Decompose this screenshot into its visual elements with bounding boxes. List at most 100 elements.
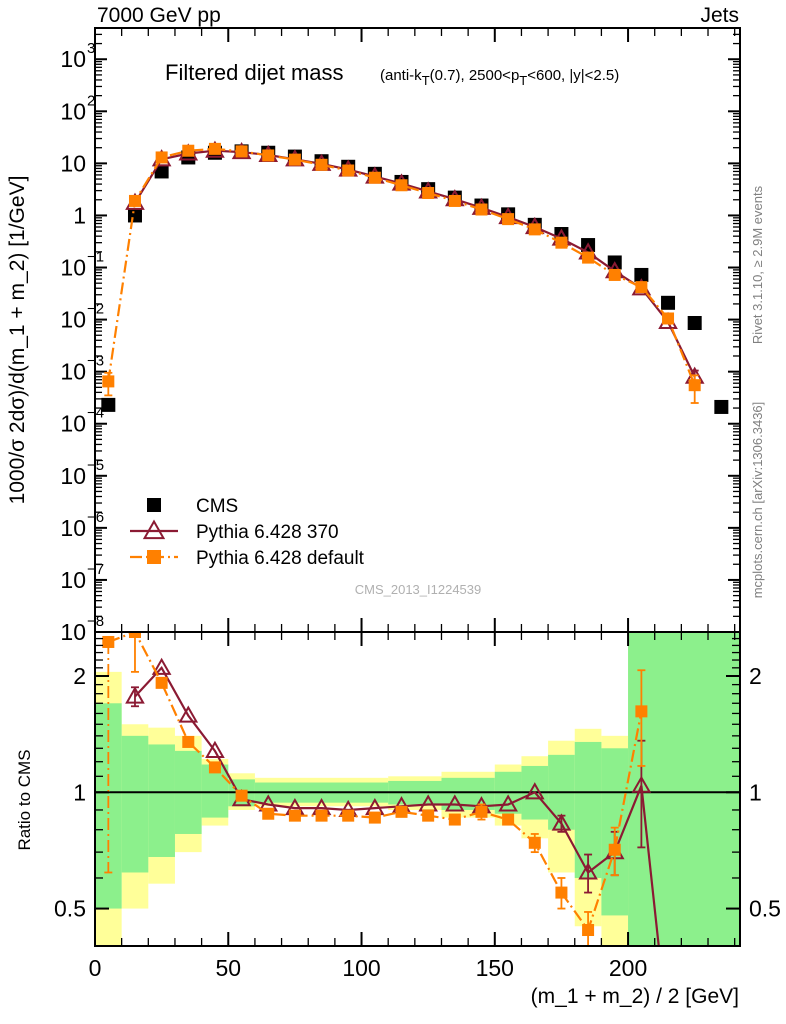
legend-label: CMS [196, 496, 238, 517]
y-tick-exponent: 2 [87, 92, 95, 109]
header-beam-label: 7000 GeV pp [97, 4, 221, 27]
data-point [182, 144, 195, 157]
ratio-data-point [578, 862, 598, 880]
ratio-data-point [555, 886, 568, 899]
ratio-data-point [125, 686, 145, 704]
ratio-data-point [128, 632, 141, 638]
rivet-version-label: Rivet 3.1.10, ≥ 2.9M events [750, 185, 765, 344]
ratio-data-point [524, 782, 545, 800]
data-point [154, 164, 169, 179]
y-tick-label-text: 10 [60, 46, 86, 72]
ratio-data-point [635, 705, 648, 718]
ratio-y-tick-label-right: 1 [749, 779, 762, 805]
y-tick-label-text: 10 [60, 515, 86, 541]
y-tick-label: 10 −1 [60, 249, 104, 281]
data-point [368, 171, 381, 184]
x-tick-label: 100 [342, 955, 380, 981]
y-tick-label: 10 −6 [60, 509, 104, 541]
legend-entry[interactable]: Pythia 6.428 default [130, 548, 365, 569]
data-point [582, 251, 595, 264]
y-tick-label: 10 2 [60, 92, 95, 124]
ratio-data-point [475, 805, 488, 818]
data-point [502, 213, 515, 226]
data-point [155, 151, 168, 164]
ratio-data-point [422, 809, 435, 822]
data-point [555, 236, 568, 249]
data-point [208, 142, 221, 155]
band-inner [121, 735, 149, 873]
legend-entry[interactable]: Pythia 6.428 370 [130, 519, 339, 543]
legend[interactable]: CMS Pythia 6.428 370 Pythia 6.428 default [130, 496, 365, 569]
x-tick-label: 200 [609, 955, 647, 981]
ratio-y-axis-label: Ratio to CMS [15, 749, 34, 850]
ratio-y-tick-label-right: 0.5 [749, 896, 781, 922]
data-point [448, 194, 461, 207]
data-point [661, 295, 676, 310]
ratio-y-tick-label: 2 [73, 663, 86, 689]
y-axis-label: 1000/σ 2dσ)/d(m_1 + m_2) [1/GeV] [6, 176, 29, 505]
ratio-series-pythia-6-428-default [102, 632, 648, 946]
ratio-data-point [288, 809, 301, 822]
ratio-data-point [178, 705, 199, 723]
y-tick-exponent: −6 [87, 509, 104, 526]
data-point [288, 153, 301, 166]
legend-label: Pythia 6.428 default [196, 548, 365, 569]
plot-title: Filtered dijet mass (anti-kT(0.7), 2500<… [165, 60, 619, 88]
ratio-data-point [498, 794, 518, 812]
y-tick-label: 10 3 [60, 40, 95, 72]
data-point [262, 149, 275, 162]
y-tick-label-text: 10 [60, 619, 86, 645]
plot-title-sub: (anti-kT(0.7), 2500<pT<600, |y|<2.5) [380, 67, 619, 88]
ratio-data-point [444, 794, 465, 812]
y-tick-label-text: 10 [60, 463, 86, 489]
legend-marker-filled-square [147, 550, 161, 564]
y-tick-exponent: −2 [87, 301, 104, 318]
x-tick-label: 50 [215, 955, 241, 981]
y-tick-exponent: −3 [87, 353, 104, 370]
ratio-data-point [235, 789, 248, 802]
ratio-series-group [102, 632, 660, 946]
y-tick-label: 1 [73, 202, 86, 228]
data-point [342, 164, 355, 177]
x-tick-label: 0 [89, 955, 102, 981]
data-point [128, 194, 141, 207]
y-tick-label: 10−8 [60, 613, 104, 645]
ratio-y-tick-label-right: 2 [749, 663, 762, 689]
y-tick-exponent: −5 [87, 457, 104, 474]
legend-entry[interactable]: CMS [147, 496, 238, 517]
y-tick-label-text: 10 [60, 98, 86, 124]
data-point [608, 268, 621, 281]
ratio-data-point [342, 809, 355, 822]
band-inner [628, 632, 740, 946]
ratio-data-point [528, 836, 541, 849]
data-point [662, 312, 675, 325]
data-point [714, 399, 729, 414]
data-point [528, 223, 541, 236]
ratio-data-point [502, 813, 515, 826]
data-point [475, 203, 488, 216]
y-tick-label-text: 10 [60, 255, 86, 281]
data-point [687, 315, 702, 330]
data-point [395, 179, 408, 192]
ratio-data-point [608, 843, 621, 856]
main-series-group [101, 140, 729, 414]
y-tick-label-text: 10 [60, 411, 86, 437]
data-point [127, 208, 142, 223]
ratio-data-point [205, 740, 225, 758]
y-tick-exponent: 3 [87, 40, 95, 57]
y-tick-exponent: −1 [87, 249, 104, 266]
y-tick-label-text: 10 [60, 567, 86, 593]
ratio-data-point [151, 657, 172, 675]
header-category-label: Jets [700, 4, 739, 27]
data-point [634, 267, 649, 282]
ratio-data-point [182, 735, 195, 748]
ratio-data-point [155, 676, 168, 689]
legend-marker-open-triangle [142, 519, 166, 540]
x-tick-label: 150 [476, 955, 514, 981]
main-plot-panel: 10310210110−110−210−310−410−510−610−710−… [60, 27, 741, 645]
y-tick-label: 10 −5 [60, 457, 104, 489]
band-inner [148, 744, 175, 857]
ratio-data-point [582, 924, 595, 937]
data-point [235, 145, 248, 158]
y-tick-label: 10 −7 [60, 561, 104, 593]
